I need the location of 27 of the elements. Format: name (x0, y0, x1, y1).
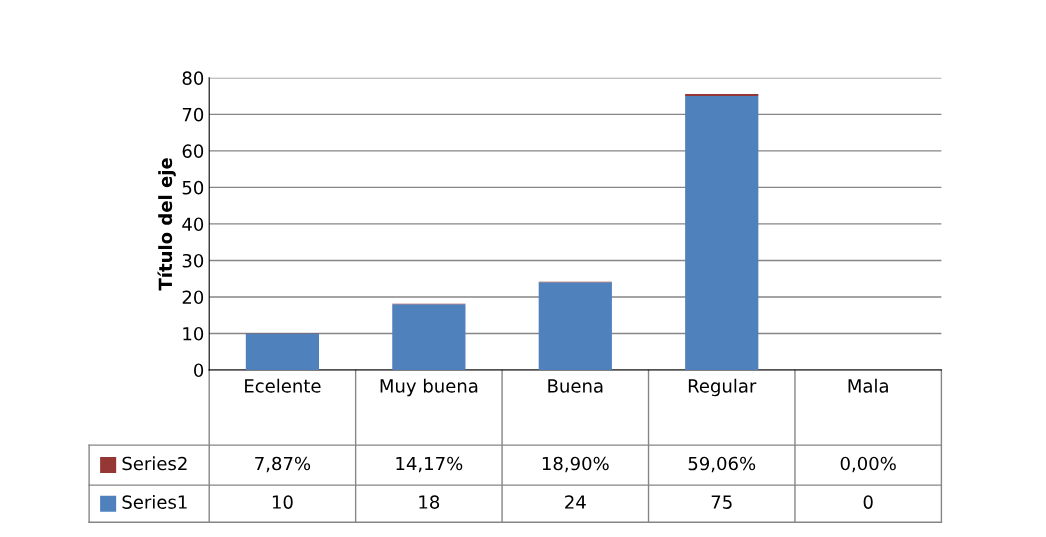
y-tick-label: 50 (182, 180, 204, 195)
x-tick-label: Buena (548, 379, 603, 393)
y-tick-label: 0 (194, 363, 204, 378)
y-tick-label: 40 (182, 217, 204, 232)
legend-label: Series1 (122, 494, 187, 509)
x-tick-label: Regular (688, 378, 757, 397)
y-tick-label: 60 (182, 144, 204, 159)
data-label: 59,06% (688, 456, 756, 473)
data-label: 24 (565, 495, 586, 509)
x-tick-label: Ecelente (245, 378, 321, 393)
x-tick-label: Mala (848, 378, 888, 393)
data-label: 75 (711, 495, 732, 509)
data-label: 10 (272, 495, 293, 509)
y-axis-title: Título del eje (157, 158, 176, 291)
y-tick-label: 30 (182, 253, 204, 268)
y-tick-label: 20 (182, 290, 204, 305)
data-label: 14,17% (396, 456, 463, 473)
legend-label: Series2 (122, 456, 187, 471)
y-tick-label: 10 (183, 326, 204, 341)
data-label: 0,00% (840, 456, 896, 473)
data-label: 7,87% (255, 456, 311, 473)
y-tick-label: 80 (182, 71, 204, 85)
data-label: 0 (863, 495, 873, 509)
x-tick-label: Muy buena (380, 378, 478, 397)
data-label: 18 (419, 495, 440, 509)
y-tick-label: 70 (182, 107, 204, 122)
data-label: 18,90% (542, 456, 609, 473)
